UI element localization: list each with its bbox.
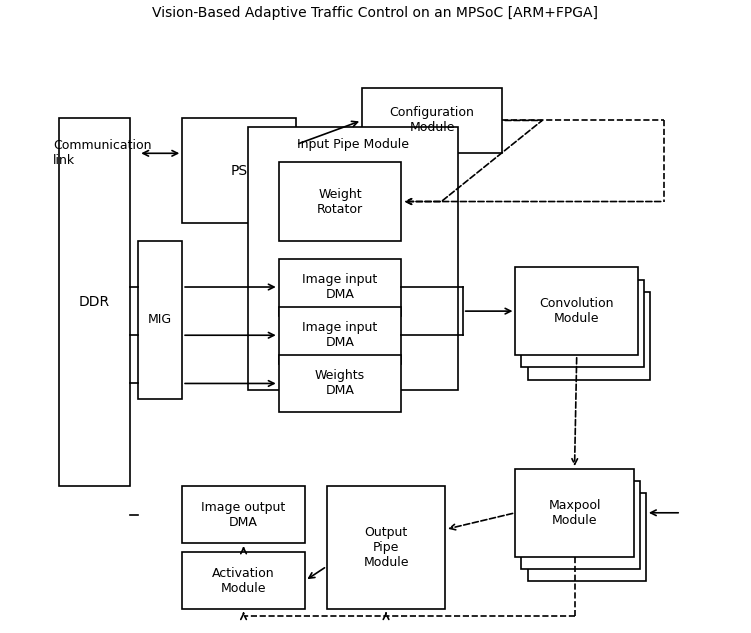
Text: PS: PS: [231, 164, 248, 178]
FancyBboxPatch shape: [521, 280, 644, 367]
FancyBboxPatch shape: [362, 87, 502, 153]
Text: MIG: MIG: [148, 313, 172, 327]
Text: Weight
Rotator: Weight Rotator: [317, 187, 363, 215]
FancyBboxPatch shape: [59, 118, 130, 487]
FancyBboxPatch shape: [182, 487, 305, 544]
FancyBboxPatch shape: [327, 487, 445, 609]
Text: Communication
link: Communication link: [53, 139, 152, 167]
FancyBboxPatch shape: [138, 241, 182, 399]
Text: Configuration
Module: Configuration Module: [390, 106, 475, 134]
Text: Image input
DMA: Image input DMA: [303, 321, 378, 349]
Text: Image output
DMA: Image output DMA: [201, 501, 285, 529]
Text: DDR: DDR: [79, 296, 110, 310]
FancyBboxPatch shape: [279, 258, 401, 315]
FancyBboxPatch shape: [528, 292, 650, 380]
FancyBboxPatch shape: [182, 118, 296, 223]
FancyBboxPatch shape: [521, 481, 640, 569]
Text: Image input
DMA: Image input DMA: [303, 273, 378, 301]
Text: Activation
Module: Activation Module: [213, 567, 275, 595]
FancyBboxPatch shape: [279, 307, 401, 364]
Text: Maxpool
Module: Maxpool Module: [548, 499, 601, 527]
FancyBboxPatch shape: [515, 469, 634, 556]
FancyBboxPatch shape: [182, 552, 305, 609]
FancyBboxPatch shape: [279, 162, 401, 241]
Text: Input Pipe Module: Input Pipe Module: [297, 137, 409, 151]
Text: Convolution
Module: Convolution Module: [539, 297, 614, 325]
FancyBboxPatch shape: [248, 127, 458, 390]
FancyBboxPatch shape: [515, 267, 638, 355]
FancyBboxPatch shape: [528, 494, 646, 581]
Text: Vision-Based Adaptive Traffic Control on an MPSoC [ARM+FPGA]: Vision-Based Adaptive Traffic Control on…: [152, 6, 599, 20]
Text: Weights
DMA: Weights DMA: [315, 370, 365, 398]
Text: Output
Pipe
Module: Output Pipe Module: [363, 527, 409, 569]
FancyBboxPatch shape: [279, 355, 401, 412]
